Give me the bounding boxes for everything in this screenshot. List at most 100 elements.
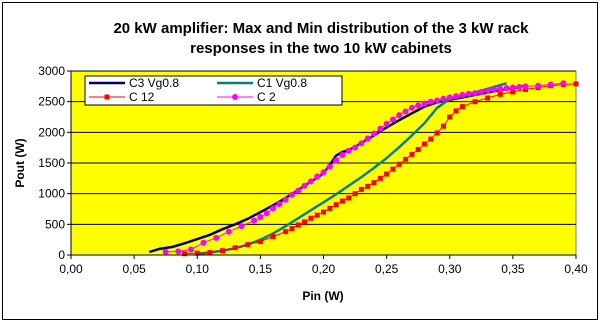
data-point-c-2 xyxy=(522,83,529,90)
data-point-c-2 xyxy=(225,228,232,235)
data-point-c-2 xyxy=(535,82,542,89)
data-point-c-2 xyxy=(307,178,314,185)
data-point-c-12 xyxy=(257,239,263,245)
data-point-c-2 xyxy=(453,93,460,100)
y-tick-label: 1500 xyxy=(38,156,65,170)
data-point-c-2 xyxy=(320,169,327,176)
data-point-c-12 xyxy=(333,202,339,208)
y-tick-label: 500 xyxy=(45,217,65,231)
x-axis-ticks: 0,00 0,05 0,10 0,15 0,20 0,25 0,30 0,35 0,40 xyxy=(59,255,588,276)
chart-title-line2: responses in the two 10 kW cabinets xyxy=(190,40,452,57)
x-tick-label: 0,00 xyxy=(59,262,83,276)
data-point-c-2 xyxy=(396,112,403,119)
data-point-c-12 xyxy=(182,251,188,257)
series-layer xyxy=(148,80,579,257)
x-tick-label: 0,25 xyxy=(375,262,399,276)
data-point-c-2 xyxy=(270,205,276,212)
series-c-2 xyxy=(162,80,567,255)
legend-label-c1-vg0-8: C1 Vg0.8 xyxy=(257,76,307,90)
data-point-c-2 xyxy=(459,91,466,98)
data-point-c-12 xyxy=(403,156,409,162)
data-point-c-12 xyxy=(409,151,415,157)
data-point-c-2 xyxy=(187,246,194,253)
legend-marker-c-12 xyxy=(104,94,110,100)
data-point-c-2 xyxy=(484,87,491,94)
data-point-c-2 xyxy=(427,98,434,105)
data-point-c-12 xyxy=(270,234,276,240)
y-axis-ticks: 0 500 1000 1500 2000 2500 3000 xyxy=(38,64,71,262)
data-point-c-12 xyxy=(327,205,333,211)
x-tick-label: 0,15 xyxy=(249,262,273,276)
data-point-c-12 xyxy=(352,191,358,197)
data-point-c-12 xyxy=(245,242,251,248)
data-point-c-2 xyxy=(402,108,409,115)
data-point-c-2 xyxy=(560,80,567,87)
data-point-c-12 xyxy=(220,248,225,254)
data-point-c-12 xyxy=(440,123,446,129)
data-point-c-2 xyxy=(326,163,333,170)
data-point-c-12 xyxy=(422,141,427,147)
data-point-c-2 xyxy=(295,187,302,194)
y-axis-label: Pout (W) xyxy=(13,138,27,187)
y-tick-label: 2500 xyxy=(38,95,65,109)
legend-marker-c-2 xyxy=(232,94,238,100)
data-point-c-2 xyxy=(288,191,295,198)
data-point-c-2 xyxy=(516,83,523,90)
data-point-c-2 xyxy=(472,90,478,97)
data-point-c-12 xyxy=(459,104,465,110)
data-point-c-12 xyxy=(396,161,402,167)
x-tick-label: 0,20 xyxy=(312,262,336,276)
data-point-c-2 xyxy=(408,104,415,111)
data-point-c-12 xyxy=(346,195,352,201)
data-point-c-2 xyxy=(446,94,453,101)
data-point-c-2 xyxy=(238,223,245,230)
data-point-c-2 xyxy=(352,144,359,151)
data-point-c-2 xyxy=(345,147,352,154)
legend: C3 Vg0.8 C1 Vg0.8 C 12 C 2 xyxy=(84,75,343,106)
y-tick-label: 0 xyxy=(58,248,65,262)
data-point-c-12 xyxy=(510,89,516,95)
data-point-c-2 xyxy=(251,217,258,224)
data-point-c-12 xyxy=(314,212,320,218)
data-point-c-2 xyxy=(263,210,270,217)
legend-label-c3-vg0-8: C3 Vg0.8 xyxy=(129,76,179,90)
x-tick-label: 0,35 xyxy=(501,262,525,276)
series-line-c-12 xyxy=(184,83,577,255)
data-point-c-2 xyxy=(440,95,447,102)
data-point-c-12 xyxy=(371,180,377,186)
data-point-c-2 xyxy=(333,157,340,164)
data-point-c-2 xyxy=(314,173,321,180)
y-tick-label: 2000 xyxy=(38,125,65,139)
data-point-c-12 xyxy=(232,245,238,251)
data-point-c-2 xyxy=(276,201,283,208)
data-point-c-12 xyxy=(295,222,301,228)
x-tick-label: 0,05 xyxy=(122,262,146,276)
legend-box xyxy=(84,75,343,106)
data-point-c-2 xyxy=(389,116,396,123)
data-point-c-2 xyxy=(497,85,504,92)
data-point-c-12 xyxy=(485,95,491,101)
data-point-c-2 xyxy=(257,213,264,220)
data-point-c-2 xyxy=(465,90,472,97)
data-point-c-12 xyxy=(321,209,326,215)
data-point-c-2 xyxy=(162,248,169,255)
y-tick-label: 1000 xyxy=(38,187,65,201)
data-point-c-2 xyxy=(282,196,289,203)
x-axis-label: Pin (W) xyxy=(302,289,343,303)
data-point-c-2 xyxy=(364,135,371,142)
data-point-c-2 xyxy=(434,97,441,104)
data-point-c-12 xyxy=(434,130,440,136)
data-point-c-2 xyxy=(547,81,554,88)
data-point-c-12 xyxy=(283,229,289,235)
legend-label-c-2: C 2 xyxy=(257,90,276,104)
data-point-c-12 xyxy=(302,219,308,225)
data-point-c-12 xyxy=(390,166,396,172)
data-point-c-12 xyxy=(207,250,213,256)
data-point-c-12 xyxy=(453,108,459,114)
chart-title-line1: 20 kW amplifier: Max and Min distributio… xyxy=(113,20,529,37)
data-point-c-12 xyxy=(194,250,200,256)
data-point-c-12 xyxy=(365,183,371,189)
data-point-c-2 xyxy=(377,125,384,132)
data-point-c-2 xyxy=(478,88,485,95)
